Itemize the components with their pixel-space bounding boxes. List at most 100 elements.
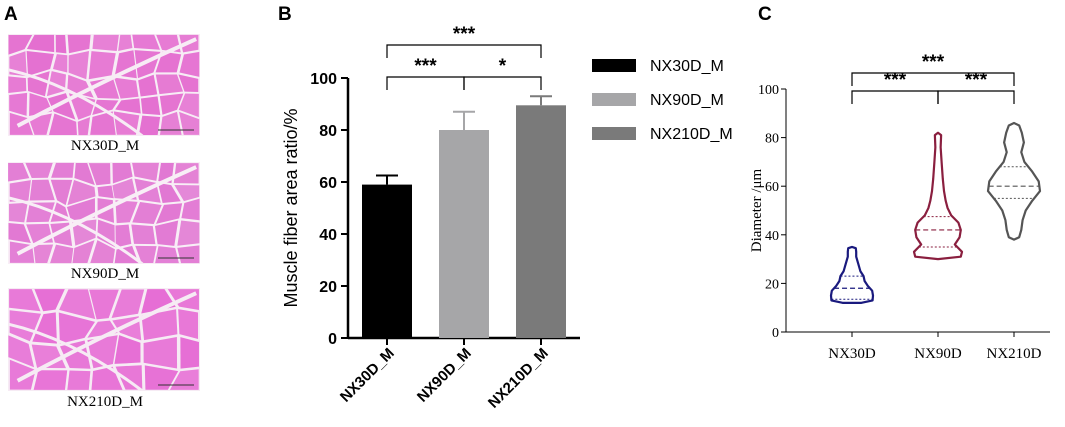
muscle-fiber [114, 50, 137, 79]
y-tick-label: 40 [319, 227, 337, 244]
muscle-fiber [112, 178, 137, 200]
violin-NX90D [912, 131, 964, 261]
muscle-fiber [26, 34, 55, 53]
muscle-fiber [178, 309, 199, 340]
y-tick-label: 0 [772, 326, 779, 341]
y-tick-label: 100 [758, 83, 779, 98]
muscle-fiber [47, 93, 76, 120]
x-tick-label: NX30D_M [337, 345, 398, 406]
muscle-fiber [48, 113, 77, 136]
significance-label: * [499, 56, 507, 77]
muscle-fiber [155, 246, 179, 264]
muscle-fiber [178, 74, 199, 92]
x-tick-label: NX90D [914, 346, 962, 362]
muscle-fiber [9, 202, 28, 223]
muscle-fiber [180, 337, 199, 369]
muscle-fiber [9, 180, 31, 202]
muscle-fiber [181, 198, 200, 221]
x-tick-label: NX210D_M [485, 345, 552, 412]
micrograph-1-caption: NX30D_M [70, 138, 140, 154]
y-tick-label: 40 [765, 229, 779, 244]
y-tick-label: 80 [765, 132, 779, 147]
muscle-fiber [59, 289, 96, 320]
y-tick-label: 20 [765, 277, 779, 292]
muscle-fiber [178, 93, 199, 118]
legend-label: NX90D_M [650, 92, 724, 109]
muscle-fiber [72, 240, 95, 263]
muscle-fiber [118, 34, 133, 51]
muscle-fiber [174, 185, 200, 202]
muscle-fiber [72, 219, 97, 246]
muscle-fiber [89, 289, 119, 320]
muscle-fiber [8, 34, 33, 55]
micrograph-3-image [8, 288, 200, 391]
legend-label: NX30D_M [650, 58, 724, 75]
muscle-fiber [8, 335, 35, 368]
muscle-fiber [9, 289, 41, 312]
muscle-fiber [115, 200, 138, 224]
muscle-fiber [34, 289, 65, 312]
muscle-fiber [177, 220, 200, 246]
muscle-fiber [77, 117, 91, 136]
micrograph-2-image [8, 162, 200, 264]
muscle-fiber [143, 337, 178, 369]
significance-bracket [386, 76, 465, 90]
legend-swatch [592, 93, 636, 106]
significance-label: *** [965, 70, 988, 91]
connective-tissue-streak [8, 322, 144, 391]
bar-NX30D_M [362, 184, 412, 338]
muscle-fiber [158, 183, 181, 203]
muscle-fiber [26, 51, 54, 76]
y-tick-label: 60 [319, 175, 337, 192]
muscle-fiber [135, 245, 157, 264]
muscle-fiber [132, 202, 162, 224]
muscle-fiber [74, 163, 95, 186]
muscle-fiber [67, 34, 91, 54]
significance-label: *** [414, 56, 437, 77]
panel-b-letter: B [278, 4, 292, 25]
connective-tissue-streak [8, 196, 144, 264]
muscle-fiber [33, 244, 54, 263]
significance-label: *** [884, 70, 907, 91]
significance-bracket [851, 90, 939, 104]
panel-a-letter: A [4, 4, 18, 25]
muscle-fiber [32, 312, 57, 344]
muscle-fiber [159, 93, 184, 115]
muscle-fiber [25, 162, 53, 179]
bar-NX210D_M [516, 105, 566, 338]
muscle-fiber [46, 71, 66, 97]
muscle-fiber [52, 54, 68, 73]
muscle-fiber [51, 162, 74, 178]
muscle-fiber [156, 203, 183, 224]
muscle-fiber [29, 179, 55, 201]
muscle-fiber [114, 77, 139, 99]
muscle-fiber [9, 359, 36, 390]
muscle-fiber [58, 312, 95, 344]
muscle-fiber [88, 163, 111, 186]
connective-tissue-streak [16, 165, 197, 256]
muscle-fiber [179, 51, 200, 77]
panel-c-letter: C [758, 4, 772, 25]
significance-label: *** [922, 52, 945, 73]
muscle-fiber [8, 76, 27, 94]
muscle-fiber [154, 220, 179, 246]
y-tick-label: 0 [328, 331, 337, 348]
violin-NX210D [986, 121, 1042, 241]
x-tick-label: NX210D [987, 346, 1042, 362]
bar-chart: 0 20 40 60 80 100 Muscle fiber area ratio/% NX3… [281, 24, 733, 412]
y-axis-label: Muscle fiber area ratio/% [281, 108, 301, 307]
muscle-fiber [92, 99, 119, 116]
muscle-fiber [67, 179, 96, 206]
y-tick-label: 80 [319, 123, 337, 140]
muscle-fiber [114, 245, 139, 264]
connective-tissue-streak [16, 291, 197, 383]
muscle-fiber [179, 111, 200, 135]
significance-bracket [463, 76, 542, 90]
micrograph-3-caption: NX210D_M [67, 394, 143, 410]
muscle-fiber [8, 223, 31, 243]
significance-bracket [937, 90, 1015, 104]
muscle-fiber [141, 309, 178, 341]
muscle-fiber [132, 162, 159, 181]
muscle-fiber [159, 111, 182, 135]
muscle-fiber [8, 162, 30, 182]
